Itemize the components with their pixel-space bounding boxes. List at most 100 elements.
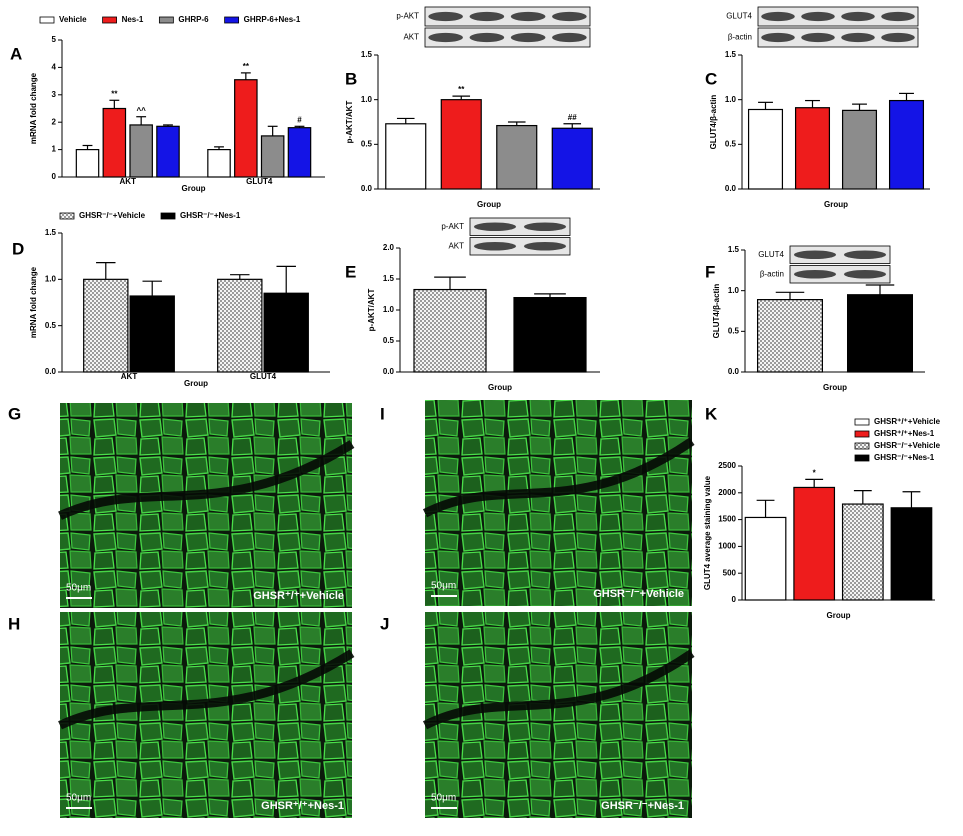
legend-label: GHSR⁻/⁻+Vehicle — [79, 211, 146, 220]
panel-letter: K — [705, 404, 718, 423]
panel-letter: C — [705, 69, 717, 88]
y-tick-label: 1.5 — [383, 274, 395, 283]
blot-band — [510, 32, 546, 43]
blot-strip — [469, 217, 571, 236]
bar — [129, 295, 175, 373]
significance-label: ## — [568, 113, 577, 122]
blot-band — [474, 222, 516, 232]
y-tick-label: 0.5 — [725, 139, 737, 148]
tissue-gap — [422, 649, 695, 730]
legend-label: GHSR⁻/⁻+Nes-1 — [874, 453, 935, 462]
y-tick-label: 2500 — [718, 461, 736, 470]
scale-label: 50μm — [66, 583, 91, 594]
y-tick-label: 1.5 — [728, 245, 740, 254]
y-tick-label: 1.5 — [45, 228, 57, 237]
y-tick-label: 1.0 — [728, 286, 740, 295]
tissue-gap — [58, 440, 355, 520]
blot-strip — [424, 27, 591, 48]
bar — [846, 294, 913, 373]
blot-label: p-AKT — [441, 222, 464, 231]
blot-band — [469, 32, 505, 43]
blot-strip — [757, 27, 919, 48]
bar — [890, 507, 933, 601]
blot-band — [801, 32, 835, 43]
bar — [102, 107, 127, 178]
blot-label: β-actin — [728, 33, 752, 42]
bar — [841, 109, 878, 190]
image-caption: GHSR⁻/⁻+Nes-1 — [601, 800, 684, 812]
y-tick-label: 2.0 — [383, 243, 395, 252]
legend-label: GHSR⁻/⁻+Vehicle — [874, 441, 941, 450]
legend-label: Nes-1 — [122, 15, 144, 24]
y-tick-label: 0.5 — [361, 139, 373, 148]
bar — [794, 107, 831, 190]
bar — [287, 127, 312, 178]
blot-strip — [789, 265, 891, 284]
y-tick-label: 0.0 — [45, 367, 57, 376]
image-caption: GHSR⁺/⁺+Nes-1 — [261, 800, 344, 812]
blot-band — [428, 32, 463, 43]
legend-swatch — [59, 212, 75, 220]
legend-label: GHRP-6 — [178, 15, 209, 24]
y-tick-label: 2 — [52, 117, 57, 126]
panel-letter: F — [705, 262, 715, 281]
legend-label: GHSR⁺/⁺+Nes-1 — [874, 429, 935, 438]
blot-label: AKT — [448, 241, 464, 250]
blot-band — [552, 32, 587, 43]
bar — [744, 516, 787, 601]
bar — [75, 149, 100, 178]
y-tick-label: 0.0 — [725, 184, 737, 193]
panel-letter: E — [345, 262, 356, 281]
legend-swatch — [854, 430, 870, 438]
blot-band — [881, 32, 915, 43]
blot-band — [841, 11, 875, 22]
blot-band — [474, 241, 516, 251]
y-tick-label: 1.0 — [383, 305, 395, 314]
blot-label: AKT — [403, 33, 419, 42]
scale-label: 50μm — [66, 793, 91, 804]
blot-band — [428, 11, 463, 22]
y-tick-label: 1.5 — [361, 50, 373, 59]
x-axis-label: Group — [184, 379, 208, 388]
bar — [747, 108, 784, 190]
bar — [440, 99, 482, 190]
blot-band — [469, 11, 505, 22]
blot-strip — [424, 6, 591, 27]
scale-label: 50μm — [431, 581, 456, 592]
y-tick-label: 1500 — [718, 515, 736, 524]
y-tick-label: 3 — [52, 90, 57, 99]
blot-label: GLUT4 — [758, 250, 784, 259]
x-axis-label: Group — [477, 200, 501, 209]
panel-letter: H — [8, 614, 20, 633]
micrograph — [60, 403, 352, 608]
blot-strip — [469, 237, 571, 256]
bar — [83, 278, 129, 373]
bar — [413, 288, 487, 373]
image-caption: GHSR⁻/⁻+Vehicle — [593, 588, 684, 600]
blot-band — [761, 32, 795, 43]
y-axis-label: mRNA fold change — [29, 266, 38, 338]
blot-band — [552, 11, 587, 22]
bar — [217, 278, 263, 373]
y-tick-label: 4 — [52, 63, 57, 72]
micrograph — [425, 612, 692, 818]
legend-swatch — [160, 212, 176, 220]
y-tick-label: 1.0 — [45, 274, 57, 283]
blot-band — [881, 11, 915, 22]
legend-swatch — [39, 16, 55, 24]
legend-label: GHSR⁻/⁻+Nes-1 — [180, 211, 241, 220]
blot-band — [510, 11, 546, 22]
bar — [513, 297, 587, 373]
micrograph — [60, 612, 352, 818]
bar — [793, 486, 836, 601]
y-tick-label: 1 — [52, 145, 57, 154]
bar — [129, 124, 153, 178]
bar — [888, 99, 925, 190]
blot-strip — [757, 6, 919, 27]
y-axis-label: GLUT4 average staining value — [703, 475, 712, 590]
blot-label: p-AKT — [396, 12, 419, 21]
tissue-gap — [422, 437, 695, 518]
legend-swatch — [854, 454, 870, 462]
legend-label: GHRP-6+Nes-1 — [244, 15, 301, 24]
